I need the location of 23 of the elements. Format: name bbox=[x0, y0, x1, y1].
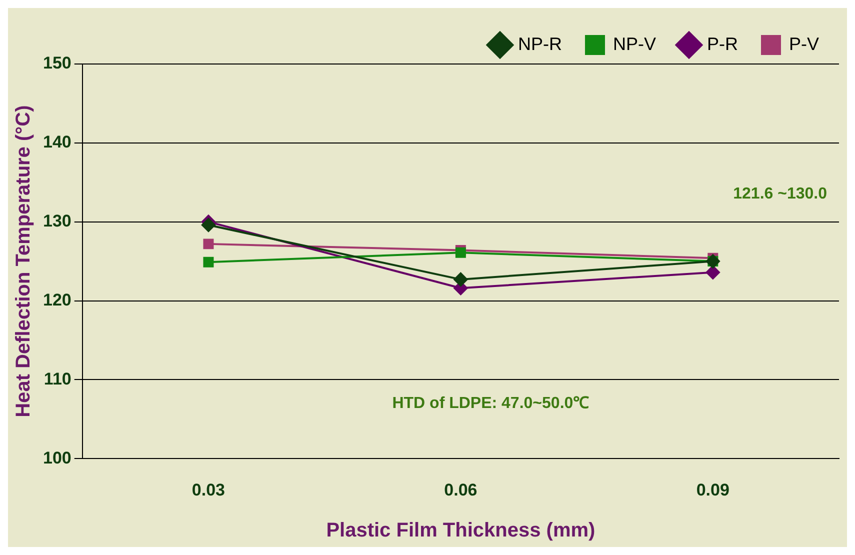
x-axis-title: Plastic Film Thickness (mm) bbox=[326, 520, 596, 542]
point bbox=[203, 256, 214, 268]
y-tick-label: 150 bbox=[42, 54, 72, 73]
y-tick-label: 120 bbox=[42, 290, 72, 310]
point bbox=[201, 218, 216, 232]
annotation: 121.6 ~130.0 bbox=[733, 186, 828, 203]
x-tick-label: 0.03 bbox=[192, 480, 226, 500]
annotation: HTD of LDPE: 47.0~50.0℃ bbox=[392, 394, 590, 412]
legend-label: P-R bbox=[706, 34, 738, 54]
legend-label: P-V bbox=[788, 34, 820, 54]
x-tick-label: 0.09 bbox=[696, 480, 730, 500]
y-tick-label: 110 bbox=[44, 369, 72, 388]
point bbox=[455, 247, 466, 258]
point bbox=[454, 272, 468, 286]
y-tick-label: 130 bbox=[42, 212, 72, 231]
point bbox=[203, 238, 214, 250]
legend-label: NP-V bbox=[612, 34, 656, 54]
legend-label: NP-R bbox=[518, 34, 562, 54]
y-tick-label: 140 bbox=[42, 132, 72, 152]
point bbox=[706, 265, 720, 280]
y-axis-title: Heat Deflection Temperature (°C) bbox=[12, 105, 35, 418]
x-tick-label: 0.06 bbox=[444, 480, 478, 500]
y-tick-label: 100 bbox=[42, 448, 72, 468]
